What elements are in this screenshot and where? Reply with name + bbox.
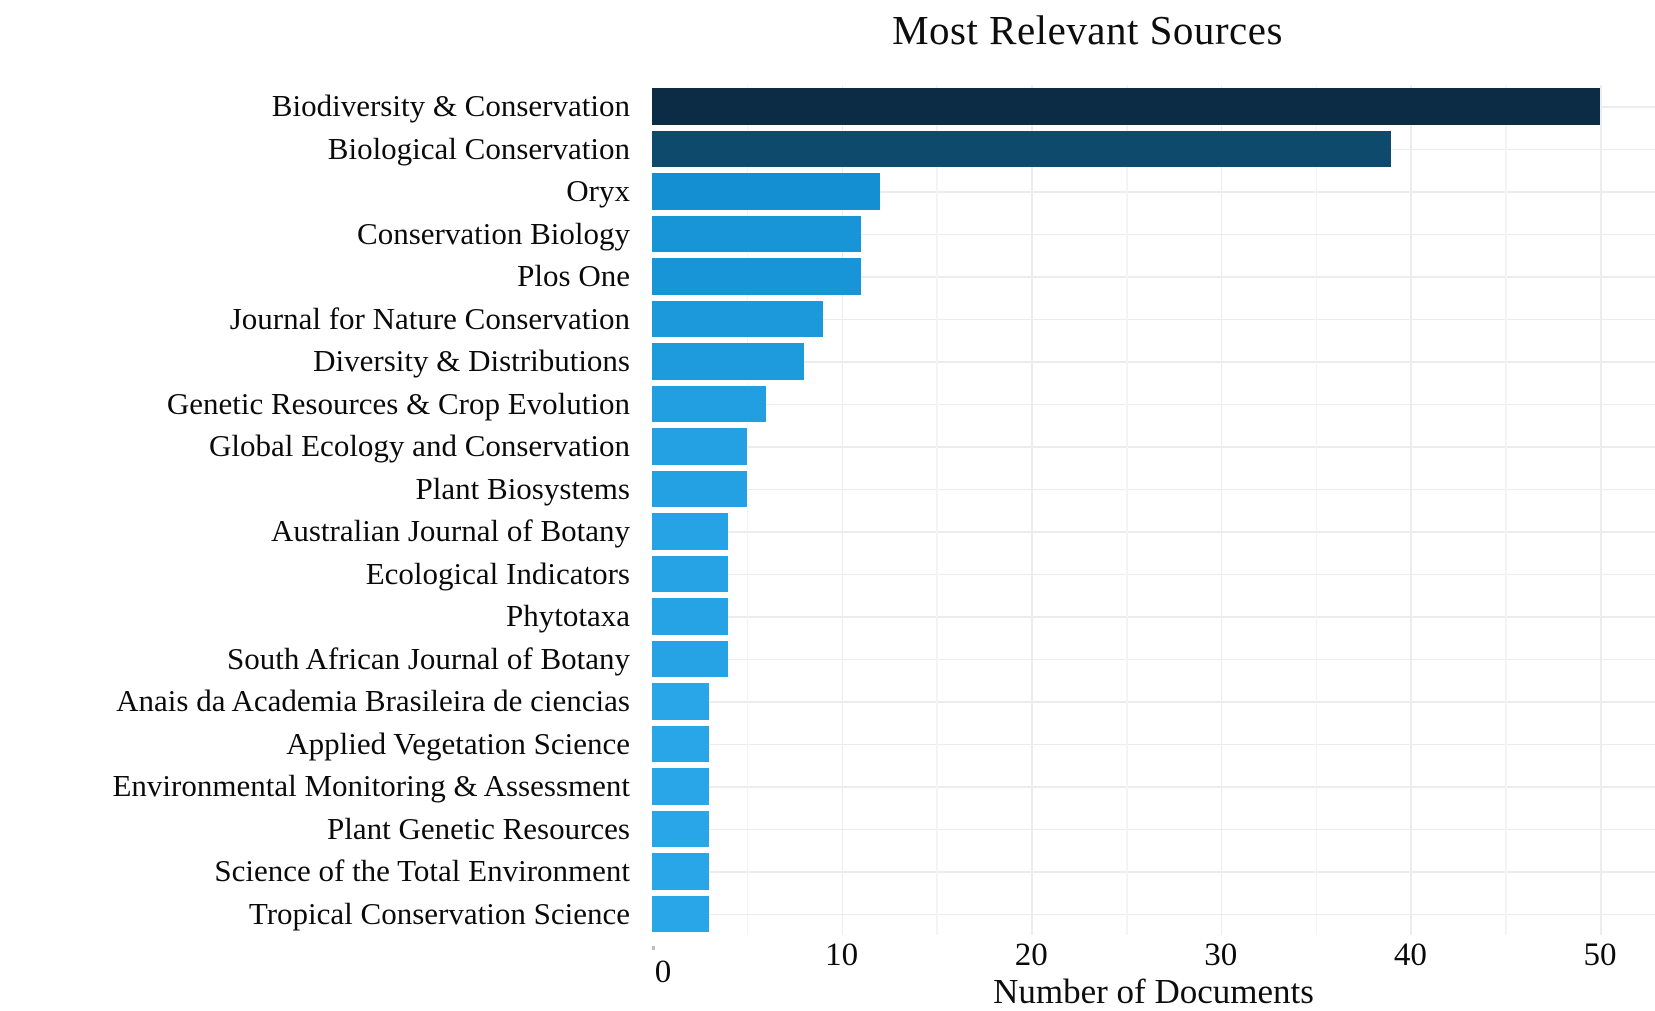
y-axis-label: Australian Journal of Botany: [270, 513, 630, 548]
bar-plant-biosystems: [652, 470, 747, 507]
bar-science-of-the-total-environment: [652, 853, 709, 890]
horizontal-gridline: [652, 743, 1655, 746]
vertical-gridline: [1031, 85, 1033, 935]
y-axis-label: Biodiversity & Conservation: [271, 88, 630, 123]
bar-tropical-conservation-science: [652, 895, 709, 932]
y-axis-label: Genetic Resources & Crop Evolution: [166, 385, 630, 421]
y-axis-label: Anais da Academia Brasileira de ciencias: [116, 683, 630, 718]
bar-ecological-indicators: [652, 555, 728, 592]
bar-south-african-journal-of-botany: [652, 640, 728, 677]
y-axis-label: Diversity & Distributions: [313, 343, 630, 378]
vertical-gridline: [841, 85, 844, 935]
horizontal-gridline: [652, 658, 1655, 661]
bar-plant-genetic-resources: [652, 810, 709, 847]
y-axis-label: Journal for Nature Conservation: [229, 300, 630, 336]
x-axis-tick-label: 40: [1393, 937, 1427, 973]
bar-genetic-resources-crop-evolution: [652, 385, 766, 422]
horizontal-gridline: [652, 913, 1655, 916]
horizontal-gridline: [652, 361, 1655, 363]
vertical-gridline: [1220, 85, 1223, 935]
horizontal-gridline: [652, 488, 1655, 491]
bar-australian-journal-of-botany: [652, 513, 728, 550]
y-axis-label: Conservation Biology: [357, 215, 630, 251]
x-axis-title: Number of Documents: [993, 972, 1314, 1011]
bar-biological-conservation: [652, 130, 1392, 167]
vertical-gridline-minor: [1126, 85, 1128, 935]
y-axis-label: Phytotaxa: [506, 598, 630, 633]
y-axis-label: Plant Genetic Resources: [326, 810, 630, 846]
y-axis-label: Science of the Total Environment: [214, 853, 630, 888]
y-axis-label: Plos One: [517, 258, 630, 293]
vertical-gridline-minor: [1505, 85, 1507, 935]
y-axis-label: Global Ecology and Conservation: [209, 428, 630, 463]
horizontal-gridline: [652, 573, 1655, 576]
horizontal-gridline: [652, 276, 1655, 278]
horizontal-gridline: [652, 531, 1655, 533]
chart-title: Most Relevant Sources: [892, 7, 1283, 53]
bar-conservation-biology: [652, 215, 861, 252]
bar-journal-for-nature-conservation: [652, 300, 823, 337]
horizontal-gridline: [652, 233, 1655, 236]
horizontal-gridline: [652, 871, 1655, 873]
y-axis-label: Ecological Indicators: [365, 555, 630, 591]
x-axis-tick-label: 50: [1583, 937, 1617, 973]
horizontal-gridline: [652, 191, 1655, 193]
x-axis-tick-label: 20: [1014, 937, 1048, 973]
x-axis-ticks: 0 10 20 30 40 50: [652, 938, 1655, 998]
horizontal-gridline: [652, 616, 1655, 618]
x-axis-tick-label: 30: [1204, 937, 1238, 973]
y-axis-label: South African Journal of Botany: [227, 640, 630, 676]
horizontal-gridline: [652, 786, 1655, 788]
bar-biodiversity-conservation: [652, 88, 1600, 125]
bar-applied-vegetation-science: [652, 725, 709, 762]
vertical-gridline: [1600, 85, 1602, 935]
horizontal-gridline: [652, 403, 1655, 406]
y-axis-label: Tropical Conservation Science: [248, 895, 630, 931]
horizontal-gridline: [652, 828, 1655, 831]
y-axis-label: Biological Conservation: [327, 130, 630, 166]
horizontal-gridline: [652, 318, 1655, 321]
bar-global-ecology-and-conservation: [652, 428, 747, 465]
bar-oryx: [652, 173, 880, 210]
horizontal-gridline: [652, 446, 1655, 448]
y-axis-label: Oryx: [566, 173, 630, 208]
plot-area: [652, 85, 1655, 935]
vertical-gridline-minor: [936, 85, 938, 935]
bar-plos-one: [652, 258, 861, 295]
bar-anais-da-academia-brasileira-de-ciencias: [652, 683, 709, 720]
zero-tick-mark: [652, 946, 655, 950]
vertical-gridline: [1410, 85, 1412, 935]
vertical-gridline-minor: [1315, 85, 1318, 935]
y-axis-label: Environmental Monitoring & Assessment: [112, 768, 631, 803]
y-axis-label: Applied Vegetation Science: [286, 725, 630, 761]
bar-diversity-distributions: [652, 343, 804, 380]
vertical-gridline-minor: [746, 85, 749, 935]
y-axis-labels: Biodiversity & Conservation Biological Co…: [0, 85, 652, 935]
y-axis-label: Plant Biosystems: [415, 470, 630, 506]
x-axis-tick-label: 10: [825, 937, 859, 973]
bar-phytotaxa: [652, 598, 728, 635]
horizontal-gridline: [652, 701, 1655, 703]
x-axis-tick-label: 0: [654, 954, 672, 990]
bar-environmental-monitoring-assessment: [652, 768, 709, 805]
